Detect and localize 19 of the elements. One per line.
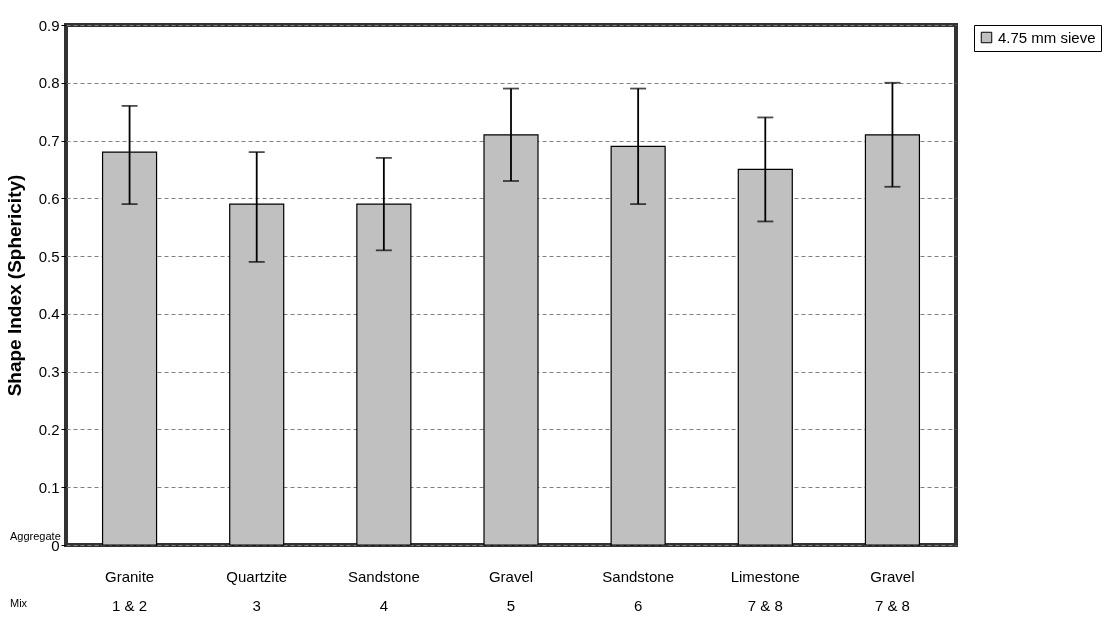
y-tick-label: 0.7 [38, 132, 60, 150]
y-tick-label: 0.3 [38, 363, 60, 381]
text: Mix [10, 597, 28, 609]
y-tick-label: 0.8 [38, 74, 60, 92]
x-tick-label: Granite 1 & 2 [104, 567, 155, 614]
y-tick-label: 0.1 [38, 478, 60, 496]
y-tick-label: 0.6 [38, 189, 60, 207]
x-tick-label: Gravel 7 & 8 [870, 567, 915, 614]
x-tick-label: Limestone 7 & 8 [730, 567, 800, 614]
x-tick-label: Gravel 5 [488, 567, 534, 614]
y-tick-label: 0.9 [38, 16, 60, 34]
legend-label: 4.75 mm sieve [998, 28, 1096, 46]
x-tick-label: Sandstone 4 [347, 567, 420, 614]
x-tick-label: Sandstone 6 [602, 567, 675, 614]
y-tick-label: 0.2 [38, 420, 60, 438]
y-tick-label: 0.4 [38, 305, 60, 323]
x-tick-label: Quartzite 3 [226, 567, 288, 614]
y-tick-label: 0.5 [38, 247, 60, 265]
y-axis-title: Shape Index (Sphericity) [3, 174, 25, 397]
